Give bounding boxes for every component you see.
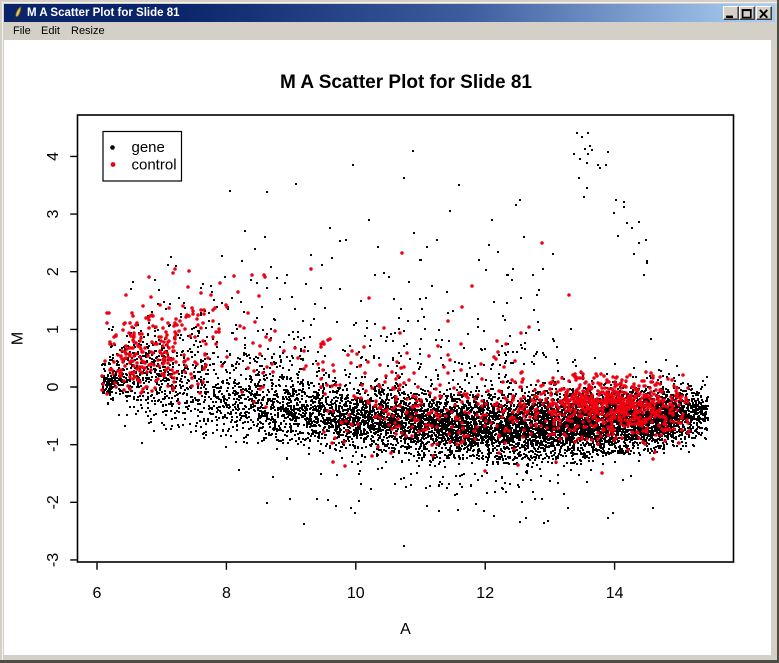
- svg-text:0: 0: [45, 382, 62, 391]
- svg-text:1: 1: [45, 325, 62, 334]
- svg-text:M A Scatter Plot for Slide 81: M A Scatter Plot for Slide 81: [280, 72, 532, 93]
- svg-text:gene: gene: [132, 139, 165, 156]
- svg-text:-3: -3: [45, 553, 62, 567]
- svg-text:10: 10: [347, 585, 365, 602]
- svg-text:3: 3: [45, 210, 62, 219]
- svg-text:6: 6: [93, 585, 102, 602]
- svg-text:8: 8: [222, 585, 231, 602]
- svg-text:control: control: [132, 156, 177, 173]
- svg-text:-2: -2: [45, 495, 62, 509]
- svg-text:2: 2: [45, 267, 62, 276]
- svg-text:A: A: [400, 621, 411, 638]
- svg-text:4: 4: [45, 152, 62, 161]
- svg-text:12: 12: [476, 585, 494, 602]
- svg-text:14: 14: [606, 585, 624, 602]
- svg-text:-1: -1: [45, 437, 62, 451]
- svg-text:M: M: [10, 332, 27, 345]
